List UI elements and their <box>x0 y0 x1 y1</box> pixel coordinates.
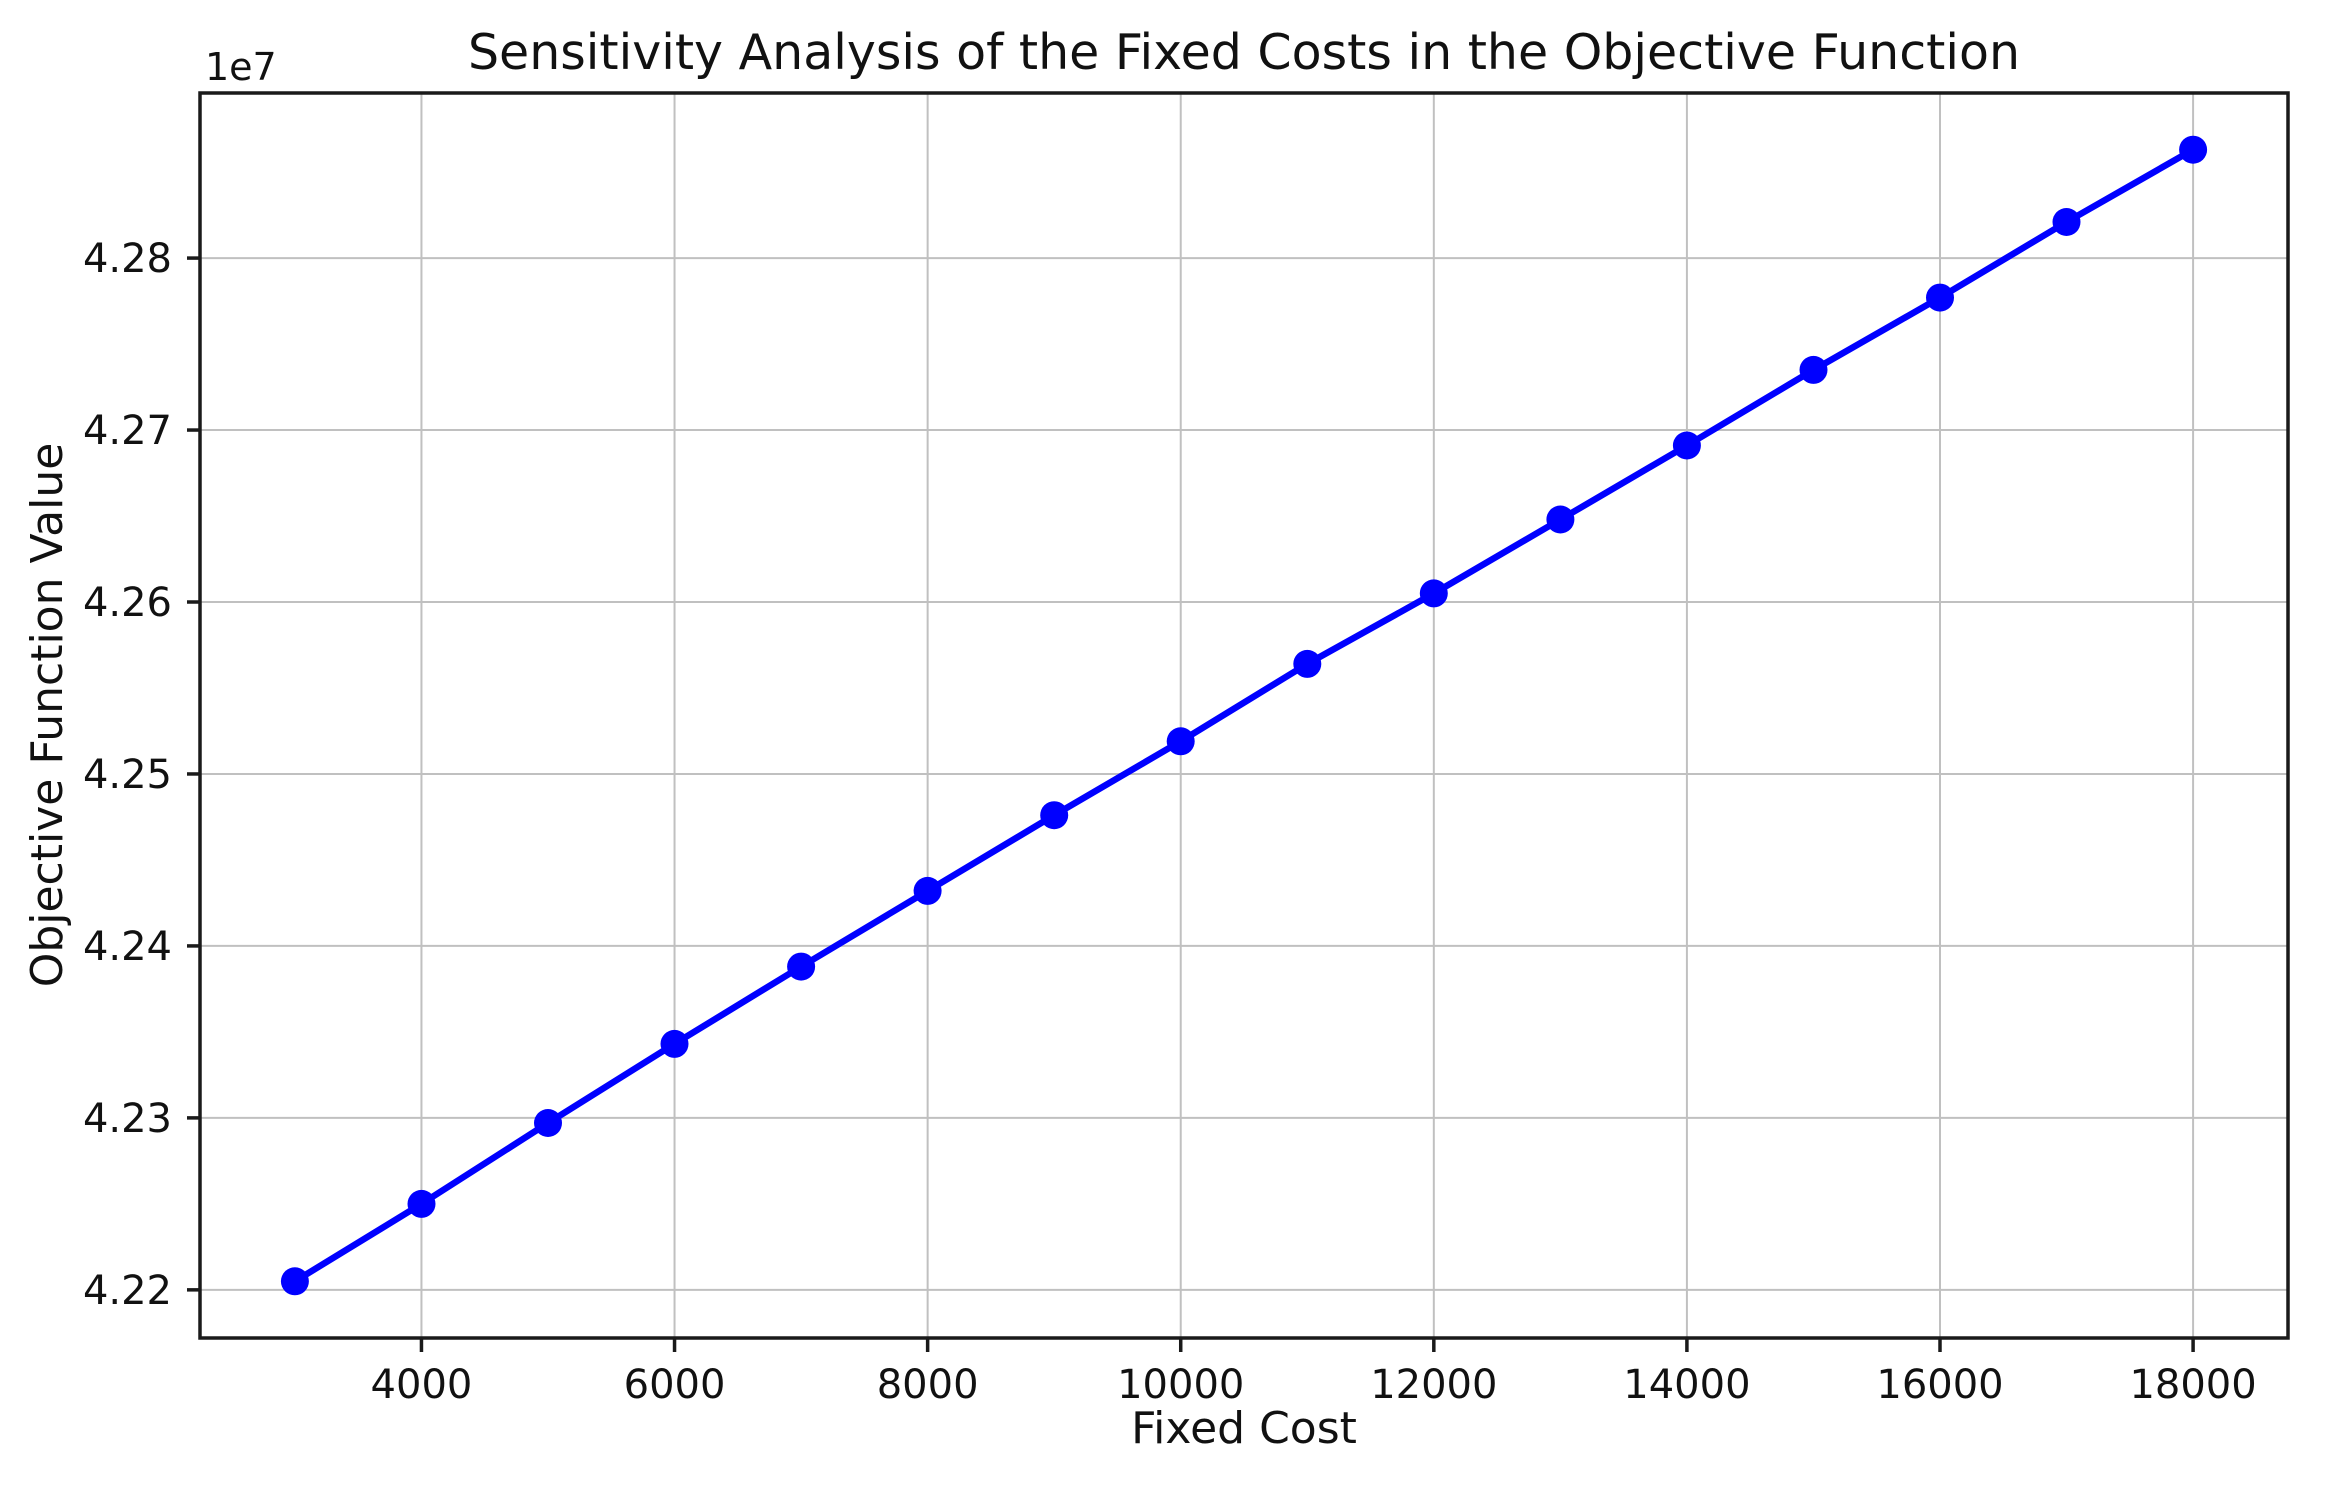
data-point <box>2052 208 2081 236</box>
y-tick-label: 4.25 <box>83 752 172 798</box>
y-tick-label: 4.23 <box>83 1096 172 1142</box>
y-tick-label: 4.22 <box>83 1268 172 1314</box>
data-point <box>660 1029 689 1058</box>
x-tick-label: 8000 <box>877 1362 979 1408</box>
data-point <box>534 1109 562 1137</box>
data-point <box>1419 579 1448 608</box>
data-point <box>1799 355 1828 384</box>
x-gridlines <box>420 93 2195 1338</box>
plot-area-border <box>198 91 2290 1340</box>
data-line <box>291 146 2197 1285</box>
x-tick-label: 18000 <box>2129 1362 2256 1408</box>
y-tick-label: 4.26 <box>83 580 172 626</box>
data-point <box>407 1189 436 1218</box>
x-tick-label: 4000 <box>371 1362 473 1408</box>
chart-title: Sensitivity Analysis of the Fixed Costs … <box>468 24 2020 81</box>
y-axis-offset-text: 1e7 <box>205 45 277 89</box>
data-point <box>1166 727 1195 756</box>
y-axis-label: Objective Function Value <box>22 443 73 988</box>
x-tick-label: 14000 <box>1623 1362 1750 1408</box>
data-point <box>2179 135 2208 164</box>
y-tick-label: 4.27 <box>83 408 172 454</box>
data-point <box>1293 649 1322 678</box>
y-tick-labels: 4.22 4.23 4.24 4.25 4.26 4.27 4.28 <box>83 236 172 1314</box>
data-point <box>1040 801 1069 830</box>
y-gridlines <box>200 257 2288 1291</box>
data-point <box>1546 505 1575 534</box>
data-point <box>787 952 816 981</box>
x-tick-label: 12000 <box>1370 1362 1497 1408</box>
x-tick-label: 10000 <box>1117 1362 1244 1408</box>
data-point <box>913 876 942 905</box>
data-point <box>280 1267 309 1296</box>
data-point <box>1672 431 1701 460</box>
x-tick-label: 16000 <box>1876 1362 2003 1408</box>
y-tick-label: 4.28 <box>83 236 172 282</box>
x-tick-labels: 4000 6000 8000 10000 12000 14000 16000 18000 <box>371 1362 2257 1408</box>
y-tick-label: 4.24 <box>83 924 172 970</box>
tick-marks <box>187 256 2195 1352</box>
x-tick-label: 6000 <box>624 1362 726 1408</box>
x-axis-label: Fixed Cost <box>1131 1403 1357 1454</box>
data-point <box>1926 283 1954 312</box>
data-markers <box>280 135 2208 1296</box>
